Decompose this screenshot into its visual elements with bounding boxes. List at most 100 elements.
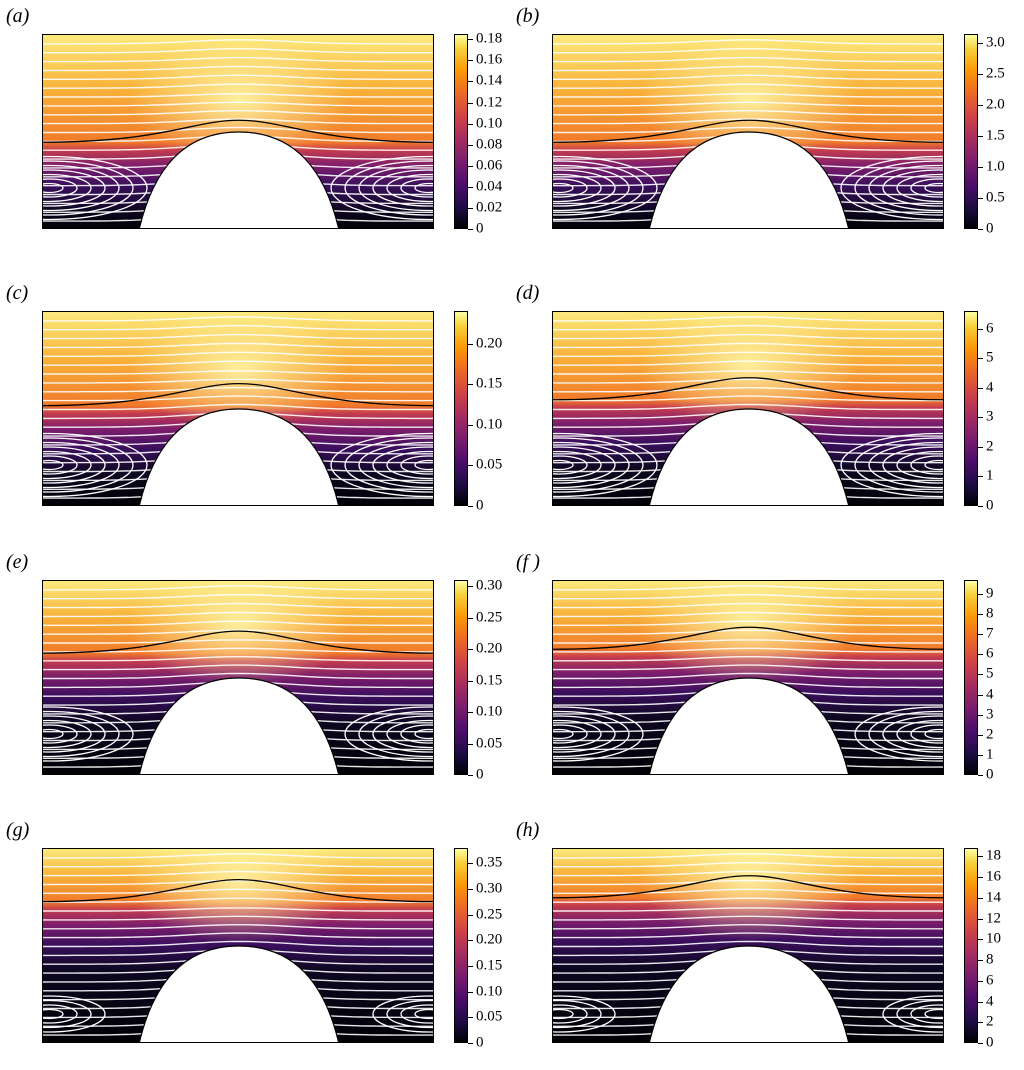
colorbar-tick-label: 0.10 — [476, 416, 503, 433]
streamline — [553, 378, 943, 384]
panel-label: (e) — [6, 551, 29, 573]
colorbar-tick-label: 2 — [986, 438, 994, 455]
colorbar-tick-label: 0.14 — [476, 72, 503, 89]
vortex-streamline — [358, 710, 433, 758]
streamline — [43, 56, 433, 63]
vortex-streamline — [344, 706, 433, 762]
streamline — [553, 602, 943, 609]
vortex-streamline — [553, 999, 602, 1029]
vortex-streamline — [553, 441, 630, 489]
colorbar-tick — [978, 674, 983, 676]
colorbar-tick-label: 0.20 — [476, 931, 503, 948]
streamline — [553, 907, 943, 912]
colorbar-tick-label: 5 — [986, 665, 994, 682]
colorbar-tick — [978, 694, 983, 696]
vortex-streamline — [553, 719, 602, 749]
streamline — [43, 862, 433, 868]
colorbar-tick-label: 0.30 — [476, 577, 503, 594]
colorbar-tick — [468, 506, 473, 507]
streamline — [43, 395, 433, 402]
colorbar-tick — [978, 358, 983, 360]
streamline — [43, 39, 433, 45]
colorbar-tick — [978, 734, 983, 736]
colorbar-tick-label: 0.10 — [476, 115, 503, 132]
vortex-streamline — [553, 459, 574, 471]
field-plot — [42, 580, 434, 775]
colorbar-tick-label: 8 — [986, 605, 994, 622]
colorbar-tick — [468, 586, 473, 588]
colorbar-tick — [468, 1043, 473, 1044]
colorbar-tick-label: 0.18 — [476, 30, 503, 47]
vortex-streamline — [896, 999, 943, 1029]
vortex-streamline — [358, 441, 433, 489]
streamline — [43, 611, 433, 618]
vortex-streamline — [840, 432, 943, 498]
streamline — [43, 316, 433, 322]
colorbar-tick — [978, 634, 983, 636]
vortex-streamline — [386, 173, 433, 203]
vortex-streamline — [372, 446, 433, 484]
vortex-streamline — [43, 715, 106, 753]
vortex-streamline — [868, 710, 943, 758]
colorbar: 0 1 2 3 4 5 6 7 8 9 — [964, 580, 1024, 782]
panel-label: (a) — [6, 5, 30, 27]
colorbar-tick-label: 1.5 — [986, 127, 1005, 144]
vortex-streamline — [386, 999, 433, 1029]
colorbar-tick — [468, 617, 473, 619]
interface-line — [43, 630, 433, 654]
vortex-streamline — [43, 1008, 64, 1020]
streamline — [43, 126, 433, 134]
colorbar-tick-label: 2.5 — [986, 65, 1005, 82]
streamline — [553, 932, 943, 939]
colorbar-tick — [468, 384, 473, 386]
colorbar-tick-label: 9 — [986, 585, 994, 602]
colorbar-tick-label: 0 — [476, 766, 484, 783]
vortex-streamline — [924, 728, 943, 740]
colorbar-tick-label: 1 — [986, 746, 994, 763]
vortex-streamline — [43, 446, 106, 484]
streamline — [43, 853, 433, 859]
vortex-streamline — [896, 450, 943, 480]
streamline — [553, 888, 943, 894]
vortex-streamline — [43, 182, 64, 194]
streamline — [553, 126, 943, 134]
colorbar-tick — [468, 889, 473, 891]
vortex-streamline — [43, 441, 120, 489]
colorbar-tick — [978, 714, 983, 716]
streamline — [43, 672, 433, 680]
colorbar-tick-label: 0.30 — [476, 880, 503, 897]
streamline — [43, 93, 433, 98]
vortex-streamline — [910, 1004, 943, 1024]
streamline — [43, 594, 433, 600]
colorbar-tick-label: 0 — [986, 766, 994, 783]
streamline — [553, 594, 943, 600]
colorbar-tick — [978, 614, 983, 616]
colorbar-tick — [978, 918, 983, 920]
streamline — [553, 83, 943, 89]
panel-label: (h) — [516, 819, 540, 841]
colorbar-tick — [978, 980, 983, 982]
streamline — [43, 403, 433, 411]
streamline — [553, 664, 943, 671]
vortex-streamline — [553, 1004, 588, 1024]
vortex-streamline — [43, 437, 134, 493]
vortex-streamline — [896, 173, 943, 203]
field-plot — [42, 34, 434, 229]
vortex-streamline — [43, 455, 78, 475]
vortex-streamline — [400, 1004, 433, 1024]
obstacle — [138, 408, 340, 505]
interface-line — [43, 382, 433, 407]
colorbar-tick-label: 0 — [986, 497, 994, 514]
colorbar-tick-label: 0.12 — [476, 94, 503, 110]
vortex-streamline — [868, 164, 943, 212]
panel-4: (e) 0 0.05 0.10 0.15 0.20 0.25 0.30 — [6, 552, 516, 802]
streamline — [553, 360, 943, 366]
colorbar-tick — [468, 60, 473, 62]
field-plot — [552, 580, 944, 775]
high-velocity-glow — [129, 581, 349, 687]
streamline — [43, 656, 433, 662]
colorbar-gradient — [964, 848, 978, 1043]
colorbar-tick-label: 0 — [476, 220, 484, 237]
colorbar-tick — [978, 897, 983, 899]
colorbar-tick — [468, 680, 473, 682]
